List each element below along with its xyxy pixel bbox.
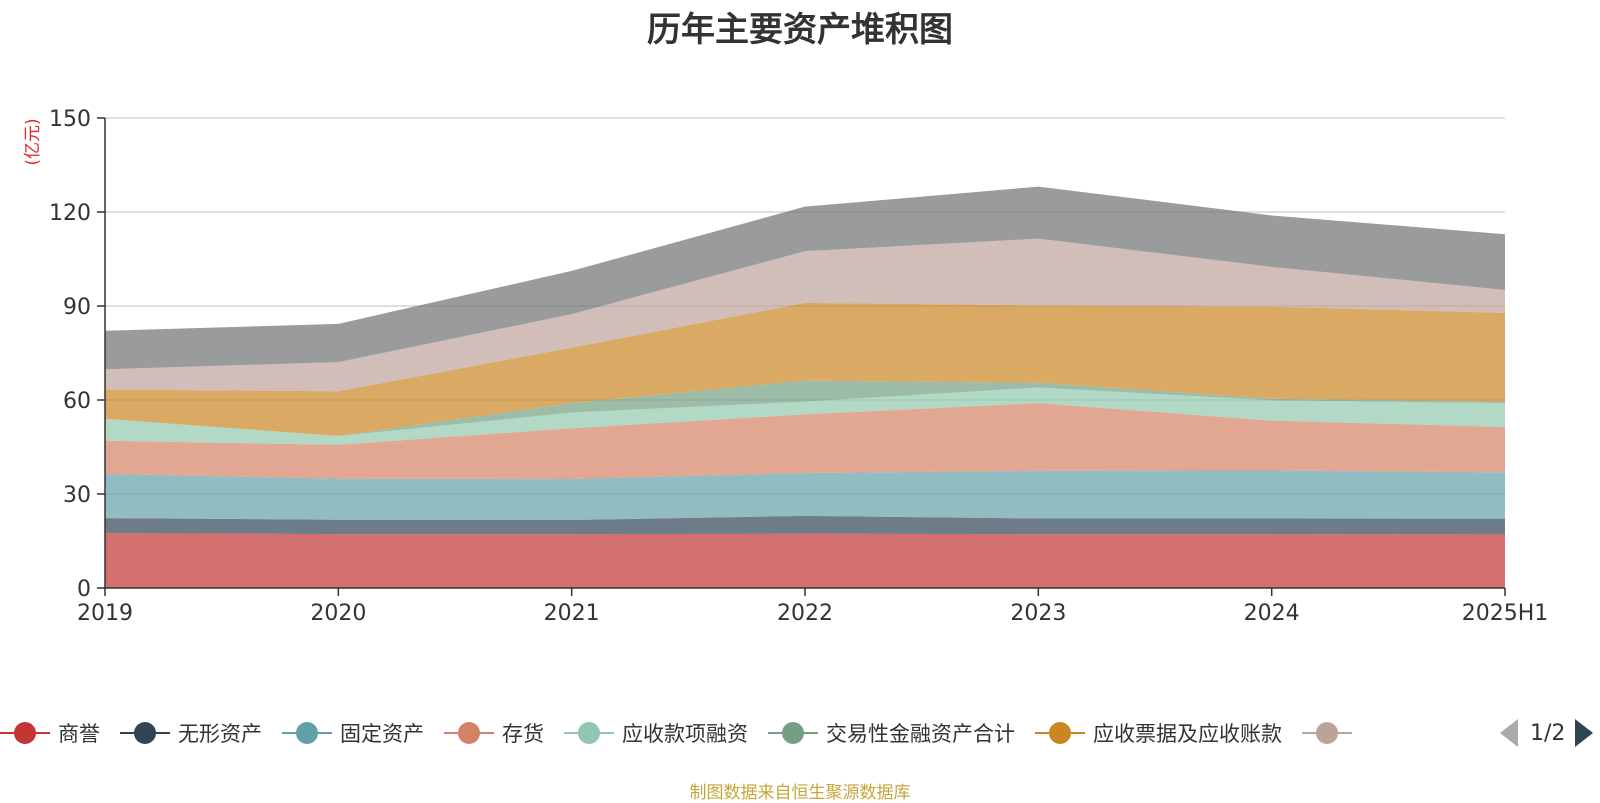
y-tick-label: 0 bbox=[77, 577, 91, 602]
x-tick-label: 2019 bbox=[77, 601, 133, 626]
area-series-3 bbox=[105, 403, 1505, 479]
legend-pager: 1/2 bbox=[1500, 718, 1594, 748]
x-tick-label: 2024 bbox=[1244, 601, 1300, 626]
chart-title: 历年主要资产堆积图 bbox=[647, 10, 953, 50]
legend-marker-icon bbox=[444, 721, 494, 745]
area-series-4 bbox=[105, 387, 1505, 445]
legend-marker-icon bbox=[120, 721, 170, 745]
legend-prev-icon[interactable] bbox=[1500, 719, 1518, 747]
legend-label: 应收款项融资 bbox=[622, 722, 748, 746]
legend-item[interactable]: 交易性金融资产合计 bbox=[768, 718, 1015, 748]
x-tick-label: 2022 bbox=[777, 601, 833, 626]
legend-label: 固定资产 bbox=[340, 722, 424, 746]
legend-label: 应收票据及应收账款 bbox=[1093, 722, 1282, 746]
area-series-2 bbox=[105, 470, 1505, 521]
legend-page-indicator: 1/2 bbox=[1530, 720, 1566, 746]
legend-marker-icon bbox=[282, 721, 332, 745]
legend-item[interactable]: 固定资产 bbox=[282, 718, 424, 748]
y-tick-label: 30 bbox=[63, 483, 91, 508]
legend-label: 存货 bbox=[502, 722, 544, 746]
chart-plot: 0 30 60 90 120 150 2019 2020 2021 2022 2023 2024 202… bbox=[23, 107, 1549, 626]
y-axis-unit-label: (亿元) bbox=[23, 118, 43, 165]
area-series-1 bbox=[105, 515, 1505, 535]
legend-item[interactable]: 应收款项融资 bbox=[564, 718, 748, 748]
legend-marker-icon bbox=[1302, 721, 1352, 745]
area-series-6 bbox=[105, 302, 1505, 437]
area-series-0 bbox=[105, 533, 1505, 588]
area-series-8 bbox=[105, 186, 1505, 370]
legend-marker-icon bbox=[768, 721, 818, 745]
x-tick-label: 2023 bbox=[1010, 601, 1066, 626]
y-tick-label: 90 bbox=[63, 295, 91, 320]
legend-label: 交易性金融资产合计 bbox=[826, 722, 1015, 746]
area-series-5 bbox=[105, 380, 1505, 437]
legend-item[interactable]: 存货 bbox=[444, 718, 544, 748]
x-tick-label: 2020 bbox=[310, 601, 366, 626]
x-tick-label: 2021 bbox=[544, 601, 600, 626]
data-source-note: 制图数据来自恒生聚源数据库 bbox=[689, 783, 911, 803]
legend-label: 商誉 bbox=[58, 722, 100, 746]
y-tick-label: 120 bbox=[49, 201, 91, 226]
x-tick-label: 2025H1 bbox=[1462, 601, 1549, 626]
legend-next-icon[interactable] bbox=[1575, 719, 1594, 747]
legend-item[interactable] bbox=[1302, 718, 1360, 748]
y-tick-label: 60 bbox=[63, 389, 91, 414]
legend-item[interactable]: 应收票据及应收账款 bbox=[1035, 718, 1282, 748]
y-tick-label: 150 bbox=[49, 107, 91, 132]
legend: 商誉 无形资产 固定资产 存货 应收款项融资 交易性金融资产合计 应收票据及应收账款 bbox=[0, 718, 1360, 748]
legend-label: 无形资产 bbox=[178, 722, 262, 746]
area-series-7 bbox=[105, 238, 1505, 392]
legend-item[interactable]: 商誉 bbox=[0, 718, 100, 748]
legend-marker-icon bbox=[1035, 721, 1085, 745]
legend-marker-icon bbox=[564, 721, 614, 745]
legend-item[interactable]: 无形资产 bbox=[120, 718, 262, 748]
legend-marker-icon bbox=[0, 721, 50, 745]
